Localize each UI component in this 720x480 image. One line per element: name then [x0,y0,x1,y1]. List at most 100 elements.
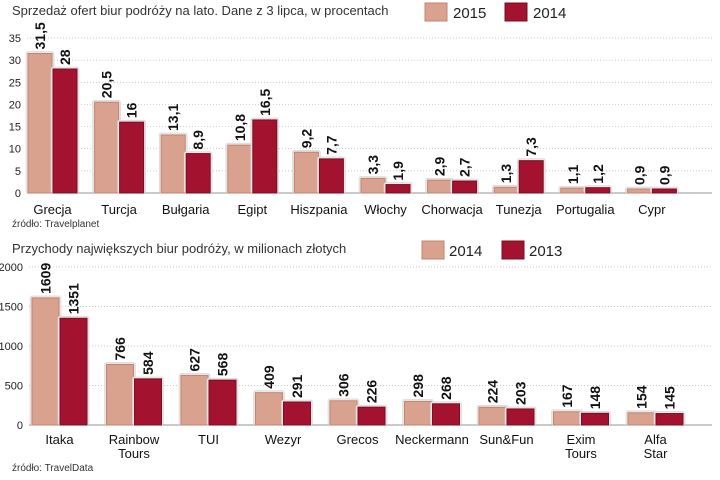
source-note: źródło: Travelplanet [12,219,99,230]
bar-value-label: 1609 [38,263,54,294]
x-tick-label: Itaka [45,432,74,447]
x-tick-label: Turcja [101,202,137,217]
bar-2014 [627,412,656,426]
legend-swatch-2014 [504,2,528,22]
bar-value-label: 167 [559,384,575,408]
bar-value-label: 1351 [66,283,82,314]
legend-swatch-2013 [501,240,525,260]
bar-value-label: 148 [587,386,603,410]
bar-value-label: 28 [57,49,73,65]
bar-2013 [134,378,162,426]
bar-value-label: 2,9 [432,156,448,176]
y-tick-label: 0 [17,420,23,432]
bar-value-label: 20,5 [99,71,115,98]
bar-2015 [160,134,186,194]
x-tick-label: Exim [567,432,596,447]
bar-2013 [59,317,88,426]
bar-2013 [506,408,535,426]
chart-title: Przychody największych biur podróży, w m… [12,241,346,256]
bar-2014 [385,184,411,194]
bar-2013 [581,412,609,426]
bar-value-label: 268 [438,376,454,400]
y-tick-label: 0 [15,188,21,200]
legend-swatch-2014 [421,240,445,260]
bar-2014 [651,188,677,194]
x-tick-label: Włochy [364,202,407,217]
x-tick-label: Portugalia [556,202,615,217]
bar-2015 [560,187,586,194]
bar-value-label: 8,9 [190,130,206,150]
bar-value-label: 1,1 [565,164,581,184]
bar-2014 [31,297,60,426]
chart-title: Sprzedaż ofert biur podróży na lato. Dan… [12,3,389,18]
y-tick-label: 5 [15,166,21,178]
bar-2015 [626,188,652,194]
chart-revenue: Przychody największych biur podróży, w m… [0,240,712,474]
bar-value-label: 0,9 [631,165,647,185]
bar-value-label: 7,3 [523,137,539,157]
x-tick-label: Grecja [33,202,72,217]
bar-value-label: 2,7 [457,157,473,177]
legend-label-2015: 2015 [453,5,486,22]
x-tick-label: Neckermann [395,432,469,447]
bar-value-label: 31,5 [32,22,48,49]
x-tick-label: Hiszpania [290,202,348,217]
source-note: źródło: TravelData [12,463,94,474]
bar-value-label: 145 [662,386,678,410]
bar-2015 [427,179,453,194]
bar-2014 [553,411,581,426]
x-tick-label: Sun&Fun [479,432,533,447]
bar-2014 [452,180,478,194]
y-tick-label: 20 [9,99,21,111]
bar-value-label: 16 [124,102,140,118]
y-tick-label: 15 [9,122,21,134]
bar-2014 [585,187,611,194]
x-tick-label: Tunezja [496,202,543,217]
bar-2014 [318,158,344,194]
bar-value-label: 298 [410,374,426,398]
bar-value-label: 7,7 [323,135,339,155]
bar-2014 [404,400,432,426]
bar-value-label: 9,2 [298,129,314,149]
x-tick-label: Tours [565,446,597,461]
bar-value-label: 306 [336,373,352,397]
bar-2013 [283,401,311,426]
legend-label-2014: 2014 [449,243,482,260]
bar-value-label: 16,5 [257,88,273,115]
bar-value-label: 584 [140,351,156,375]
bar-value-label: 0,9 [656,165,672,185]
x-tick-label: Rainbow [109,432,160,447]
x-tick-label: TUI [198,432,219,447]
bar-value-label: 291 [289,374,305,398]
bar-2014 [329,400,358,426]
x-tick-label: Star [644,446,669,461]
bar-2014 [252,119,278,194]
x-tick-label: Alfa [644,432,667,447]
y-tick-label: 25 [9,77,21,89]
bar-value-label: 409 [261,365,277,389]
bar-2014 [185,153,211,194]
legend-label-2014: 2014 [533,5,566,22]
bar-2013 [208,379,237,426]
bar-2014 [180,374,209,426]
bar-2014 [119,121,145,194]
bar-2014 [255,392,283,426]
bar-2013 [432,403,460,426]
y-tick-label: 10 [9,144,21,156]
bar-value-label: 224 [485,380,501,404]
legend-label-2013: 2013 [529,243,562,260]
bar-2014 [106,363,134,426]
bar-value-label: 226 [364,380,380,404]
bar-value-label: 1,3 [498,164,514,184]
bar-value-label: 766 [112,337,128,361]
chart-sales-share: Sprzedaż ofert biur podróży na lato. Dan… [9,2,712,230]
x-tick-label: Grecos [337,432,379,447]
bar-2015 [360,177,386,194]
y-tick-label: 500 [5,381,23,393]
x-tick-label: Egipt [237,202,267,217]
bar-2015 [227,144,253,194]
bar-value-label: 568 [215,353,231,377]
bar-2014 [518,160,544,194]
y-tick-label: 1500 [0,302,23,314]
